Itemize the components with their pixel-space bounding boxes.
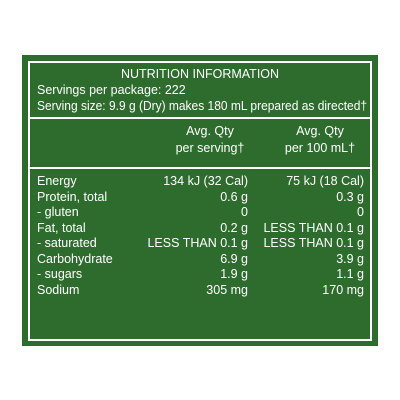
per-serving-value: 0.2 g (220, 220, 248, 235)
column-header-per-serving-line2: per serving† (175, 141, 245, 155)
nutrient-label: - sugars (37, 267, 83, 281)
per-100ml-value: 75 kJ (18 Cal) (286, 174, 364, 188)
nutrient-row-protein: Protein, total 0.6 g 0.3 g (30, 189, 370, 205)
per-100ml-value: 170 mg (322, 282, 364, 297)
panel-title: NUTRITION INFORMATION (120, 67, 280, 81)
nutrient-label: Fat, total (37, 220, 86, 235)
per-100ml-value: LESS THAN 0.1 g (263, 220, 364, 235)
nutrient-row-sugars: - sugars 1.9 g 1.1 g (30, 266, 370, 282)
nutrient-row-fat: Fat, total 0.2 g LESS THAN 0.1 g (30, 220, 370, 236)
per-100ml-value: 3.9 g (336, 251, 364, 266)
header-divider (30, 117, 370, 119)
nutrient-label: Carbohydrate (37, 251, 113, 266)
per-serving-value: LESS THAN 0.1 g (147, 236, 248, 250)
column-header-per-serving: Avg. Qty per serving† (160, 123, 260, 157)
column-header-per-serving-line1: Avg. Qty (186, 124, 234, 138)
nutrient-label: - saturated (37, 236, 97, 250)
nutrient-label: - gluten (37, 205, 79, 219)
servings-per-package: Servings per package: 222 (37, 83, 186, 97)
per-serving-value: 1.9 g (220, 267, 248, 281)
nutrient-row-sodium: Sodium 305 mg 170 mg (30, 282, 370, 298)
nutrition-panel: NUTRITION INFORMATION Servings per packa… (22, 55, 378, 346)
column-header-per-100ml-line1: Avg. Qty (296, 124, 344, 138)
column-header-per-100ml-line2: per 100 mL† (284, 141, 356, 155)
nutrient-label: Sodium (37, 282, 80, 297)
column-header-per-100ml: Avg. Qty per 100 mL† (275, 123, 365, 157)
per-100ml-value: 0 (357, 205, 364, 219)
serving-size: Serving size: 9.9 g (Dry) makes 180 mL p… (37, 99, 368, 113)
columns-divider (30, 167, 370, 169)
nutrient-label: Protein, total (37, 189, 108, 204)
per-100ml-value: 0.3 g (336, 189, 364, 204)
per-serving-value: 134 kJ (32 Cal) (163, 174, 248, 188)
per-100ml-value: 1.1 g (336, 267, 364, 281)
nutrient-row-energy: Energy 134 kJ (32 Cal) 75 kJ (18 Cal) (30, 173, 370, 189)
nutrient-row-gluten: - gluten 0 0 (30, 204, 370, 220)
per-serving-value: 0 (241, 205, 248, 219)
per-serving-value: 0.6 g (220, 189, 248, 204)
per-serving-value: 6.9 g (220, 251, 248, 266)
per-100ml-value: LESS THAN 0.1 g (263, 236, 364, 250)
per-serving-value: 305 mg (206, 282, 248, 297)
nutrition-table: NUTRITION INFORMATION Servings per packa… (28, 61, 372, 341)
nutrient-row-carbohydrate: Carbohydrate 6.9 g 3.9 g (30, 251, 370, 267)
nutrient-rows: Energy 134 kJ (32 Cal) 75 kJ (18 Cal) Pr… (30, 173, 370, 297)
nutrient-label: Energy (37, 174, 77, 188)
nutrient-row-saturated: - saturated LESS THAN 0.1 g LESS THAN 0.… (30, 235, 370, 251)
